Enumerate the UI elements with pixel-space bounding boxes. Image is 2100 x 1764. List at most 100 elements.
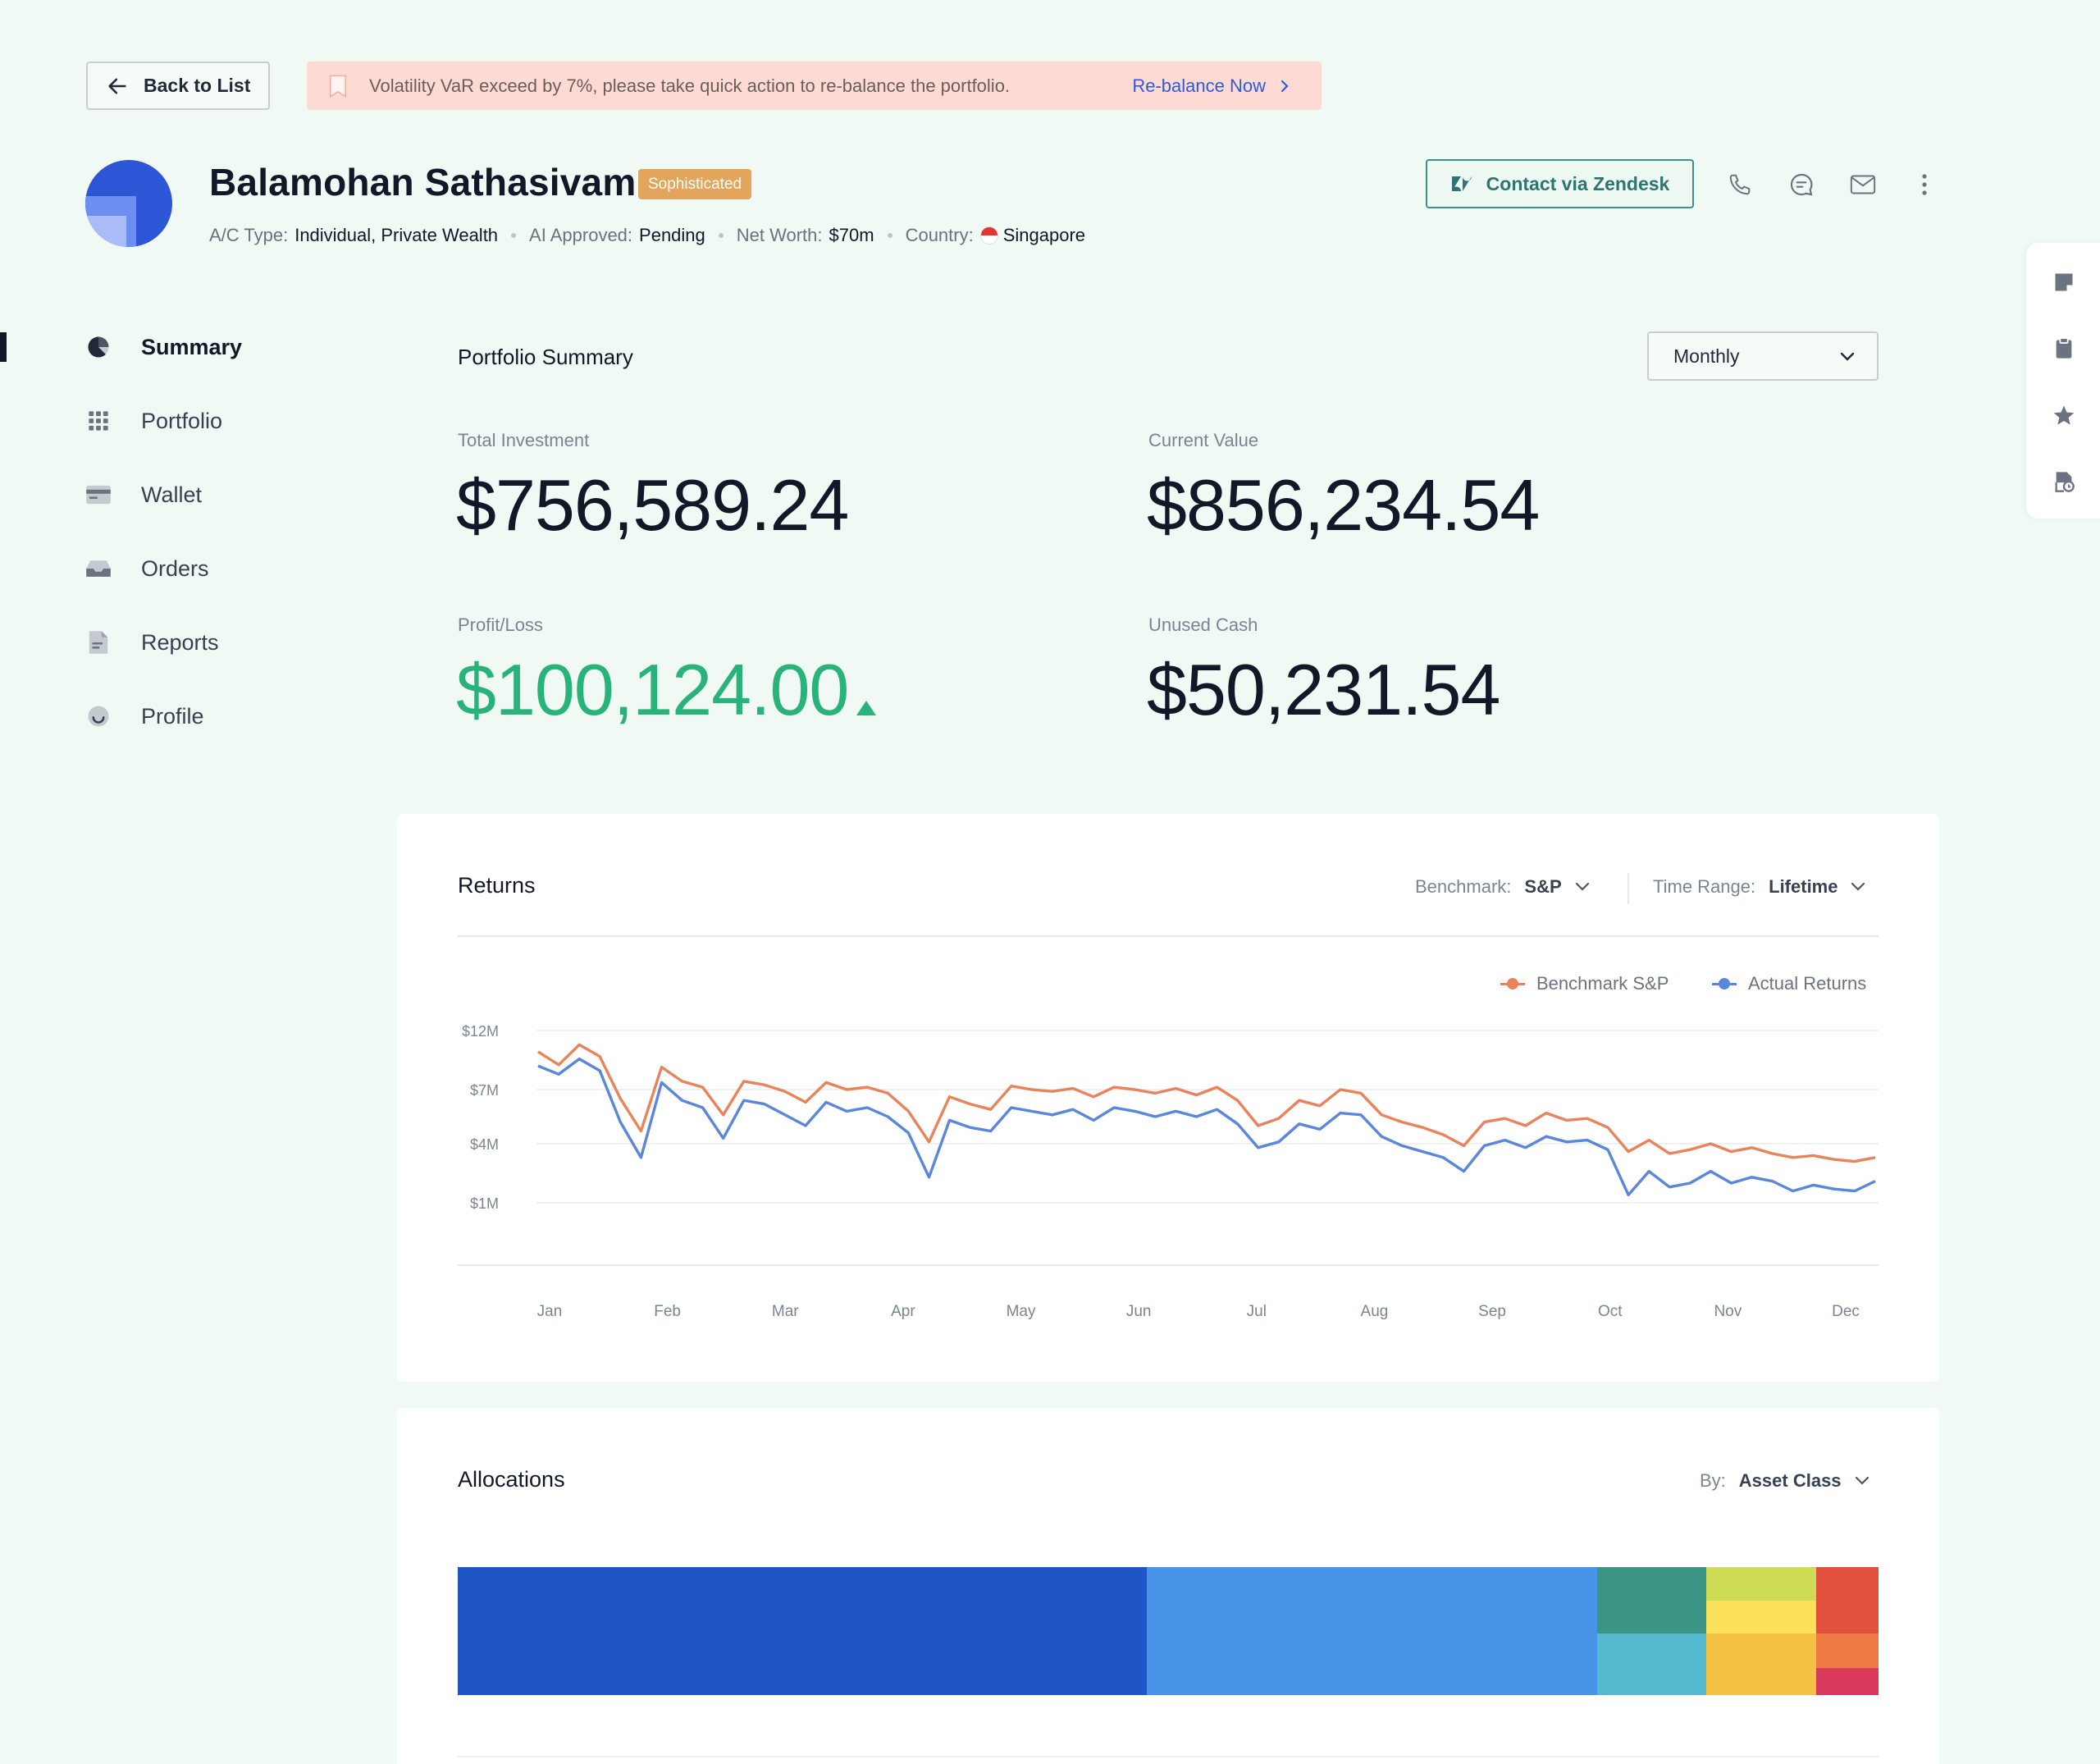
client-meta: A/C Type: Individual, Private Wealth AI … [209, 225, 1085, 246]
total-investment-label: Total Investment [458, 430, 590, 450]
x-tick-label: Feb [654, 1303, 681, 1320]
star-icon[interactable] [2052, 404, 2075, 427]
chevron-right-icon [1281, 80, 1289, 92]
allocation-subsegment[interactable] [1706, 1600, 1816, 1634]
allocation-subsegment[interactable] [1597, 1634, 1707, 1695]
clipboard-icon[interactable] [2052, 337, 2075, 360]
chevron-down-icon [1840, 352, 1855, 361]
tier-badge: Sophisticated [638, 169, 752, 199]
ac-type-label: A/C Type: [209, 225, 289, 245]
x-tick-label: May [1007, 1303, 1036, 1320]
phone-icon[interactable] [1725, 170, 1755, 199]
returns-card: Returns Benchmark: S&P Time Range: Lifet… [397, 814, 1939, 1382]
period-value: Monthly [1673, 345, 1740, 367]
allocation-subsegment[interactable] [1815, 1668, 1879, 1695]
wallet-icon [85, 482, 112, 508]
nav-label: Reports [141, 629, 219, 655]
allocation-subsegment[interactable] [1147, 1567, 1598, 1695]
chat-icon[interactable] [1787, 170, 1816, 199]
actual-returns-line [537, 1057, 1876, 1197]
current-value-value: $856,234.54 [1147, 464, 1540, 546]
pie-chart-icon [85, 334, 112, 360]
back-label: Back to List [144, 75, 251, 96]
nav-item-profile[interactable]: Profile [85, 700, 204, 733]
allocation-subsegment[interactable] [1706, 1567, 1816, 1601]
country-value: Singapore [1002, 225, 1086, 245]
y-tick-label: $4M [470, 1136, 499, 1153]
allocation-bar [458, 1567, 1879, 1695]
benchmark-filter[interactable]: Benchmark: S&P [1415, 876, 1590, 898]
back-to-list-button[interactable]: Back to List [86, 62, 270, 110]
unused-cash-value: $50,231.54 [1147, 649, 1500, 730]
legend-actual: Actual Returns [1712, 973, 1866, 994]
mail-icon[interactable] [1848, 170, 1878, 199]
profit-loss-label: Profit/Loss [458, 615, 543, 635]
document-clock-icon[interactable] [2052, 470, 2075, 493]
unused-cash-label: Unused Cash [1148, 615, 1258, 635]
allocation-segment[interactable] [458, 1567, 1148, 1695]
allocation-segment[interactable] [1597, 1567, 1707, 1695]
allocation-subsegment[interactable] [1597, 1567, 1707, 1634]
by-value: Asset Class [1738, 1470, 1842, 1491]
ai-approved-value: Pending [639, 225, 705, 245]
var-alert-banner: Volatility VaR exceed by 7%, please take… [307, 62, 1322, 110]
y-tick-label: $7M [470, 1082, 499, 1099]
nav-label: Summary [141, 334, 243, 359]
alert-message: Volatility VaR exceed by 7%, please take… [369, 75, 1011, 96]
ai-approved-label: AI Approved: [529, 225, 633, 245]
allocation-segment[interactable] [1815, 1567, 1879, 1695]
right-tool-rail [2026, 243, 2100, 519]
trend-up-icon [856, 701, 877, 715]
x-tick-label: Oct [1598, 1303, 1623, 1320]
allocation-subsegment[interactable] [458, 1567, 1148, 1695]
more-vertical-icon[interactable] [1910, 170, 1939, 199]
legend-marker-benchmark [1500, 976, 1525, 992]
y-tick-label: $1M [470, 1195, 499, 1212]
legend-benchmark: Benchmark S&P [1500, 973, 1669, 994]
time-range-filter[interactable]: Time Range: Lifetime [1653, 876, 1865, 898]
allocations-card: Allocations By: Asset Class [397, 1408, 1939, 1764]
nav-label: Orders [141, 555, 209, 581]
allocation-segment[interactable] [1147, 1567, 1598, 1695]
nav-item-reports[interactable]: Reports [85, 626, 219, 659]
benchmark-line [537, 1043, 1876, 1163]
x-tick-label: Jan [537, 1303, 563, 1320]
allocation-subsegment[interactable] [1706, 1634, 1816, 1695]
x-tick-label: Jun [1126, 1303, 1152, 1320]
sticky-note-icon[interactable] [2052, 271, 2075, 294]
chevron-down-icon [1855, 1476, 1869, 1485]
total-investment-value: $756,589.24 [456, 464, 849, 546]
x-tick-label: Sep [1478, 1303, 1506, 1320]
y-tick-label: $12M [462, 1023, 499, 1040]
period-select[interactable]: Monthly [1647, 331, 1879, 381]
nav-item-wallet[interactable]: Wallet [85, 478, 202, 511]
benchmark-label: Benchmark: [1415, 876, 1512, 897]
nav-label: Wallet [141, 482, 203, 507]
bookmark-icon [329, 74, 347, 98]
chevron-down-icon [1851, 882, 1865, 891]
nav-item-portfolio[interactable]: Portfolio [85, 404, 222, 437]
allocation-subsegment[interactable] [1815, 1634, 1879, 1669]
nav-item-summary[interactable]: Summary [85, 331, 242, 363]
allocation-by-filter[interactable]: By: Asset Class [1700, 1470, 1869, 1492]
time-range-value: Lifetime [1769, 876, 1838, 897]
nav-item-orders[interactable]: Orders [85, 552, 209, 585]
inbox-icon [85, 555, 112, 582]
returns-title: Returns [458, 873, 536, 898]
contact-zendesk-button[interactable]: Contact via Zendesk [1426, 159, 1694, 208]
net-worth-label: Net Worth: [736, 225, 823, 245]
x-tick-label: Aug [1361, 1303, 1389, 1320]
document-icon [85, 629, 112, 656]
smile-icon [85, 703, 112, 729]
zendesk-label: Contact via Zendesk [1486, 172, 1670, 194]
rebalance-label: Re-balance Now [1132, 75, 1266, 96]
benchmark-value: S&P [1524, 876, 1562, 897]
allocation-segment[interactable] [1706, 1567, 1816, 1695]
net-worth-value: $70m [829, 225, 874, 245]
profit-loss-value: $100,124.00 [456, 649, 849, 730]
nav-label: Portfolio [141, 408, 223, 433]
zendesk-icon [1451, 176, 1472, 191]
x-tick-label: Apr [891, 1303, 915, 1320]
allocation-subsegment[interactable] [1815, 1567, 1879, 1634]
rebalance-now-link[interactable]: Re-balance Now [1132, 75, 1290, 97]
